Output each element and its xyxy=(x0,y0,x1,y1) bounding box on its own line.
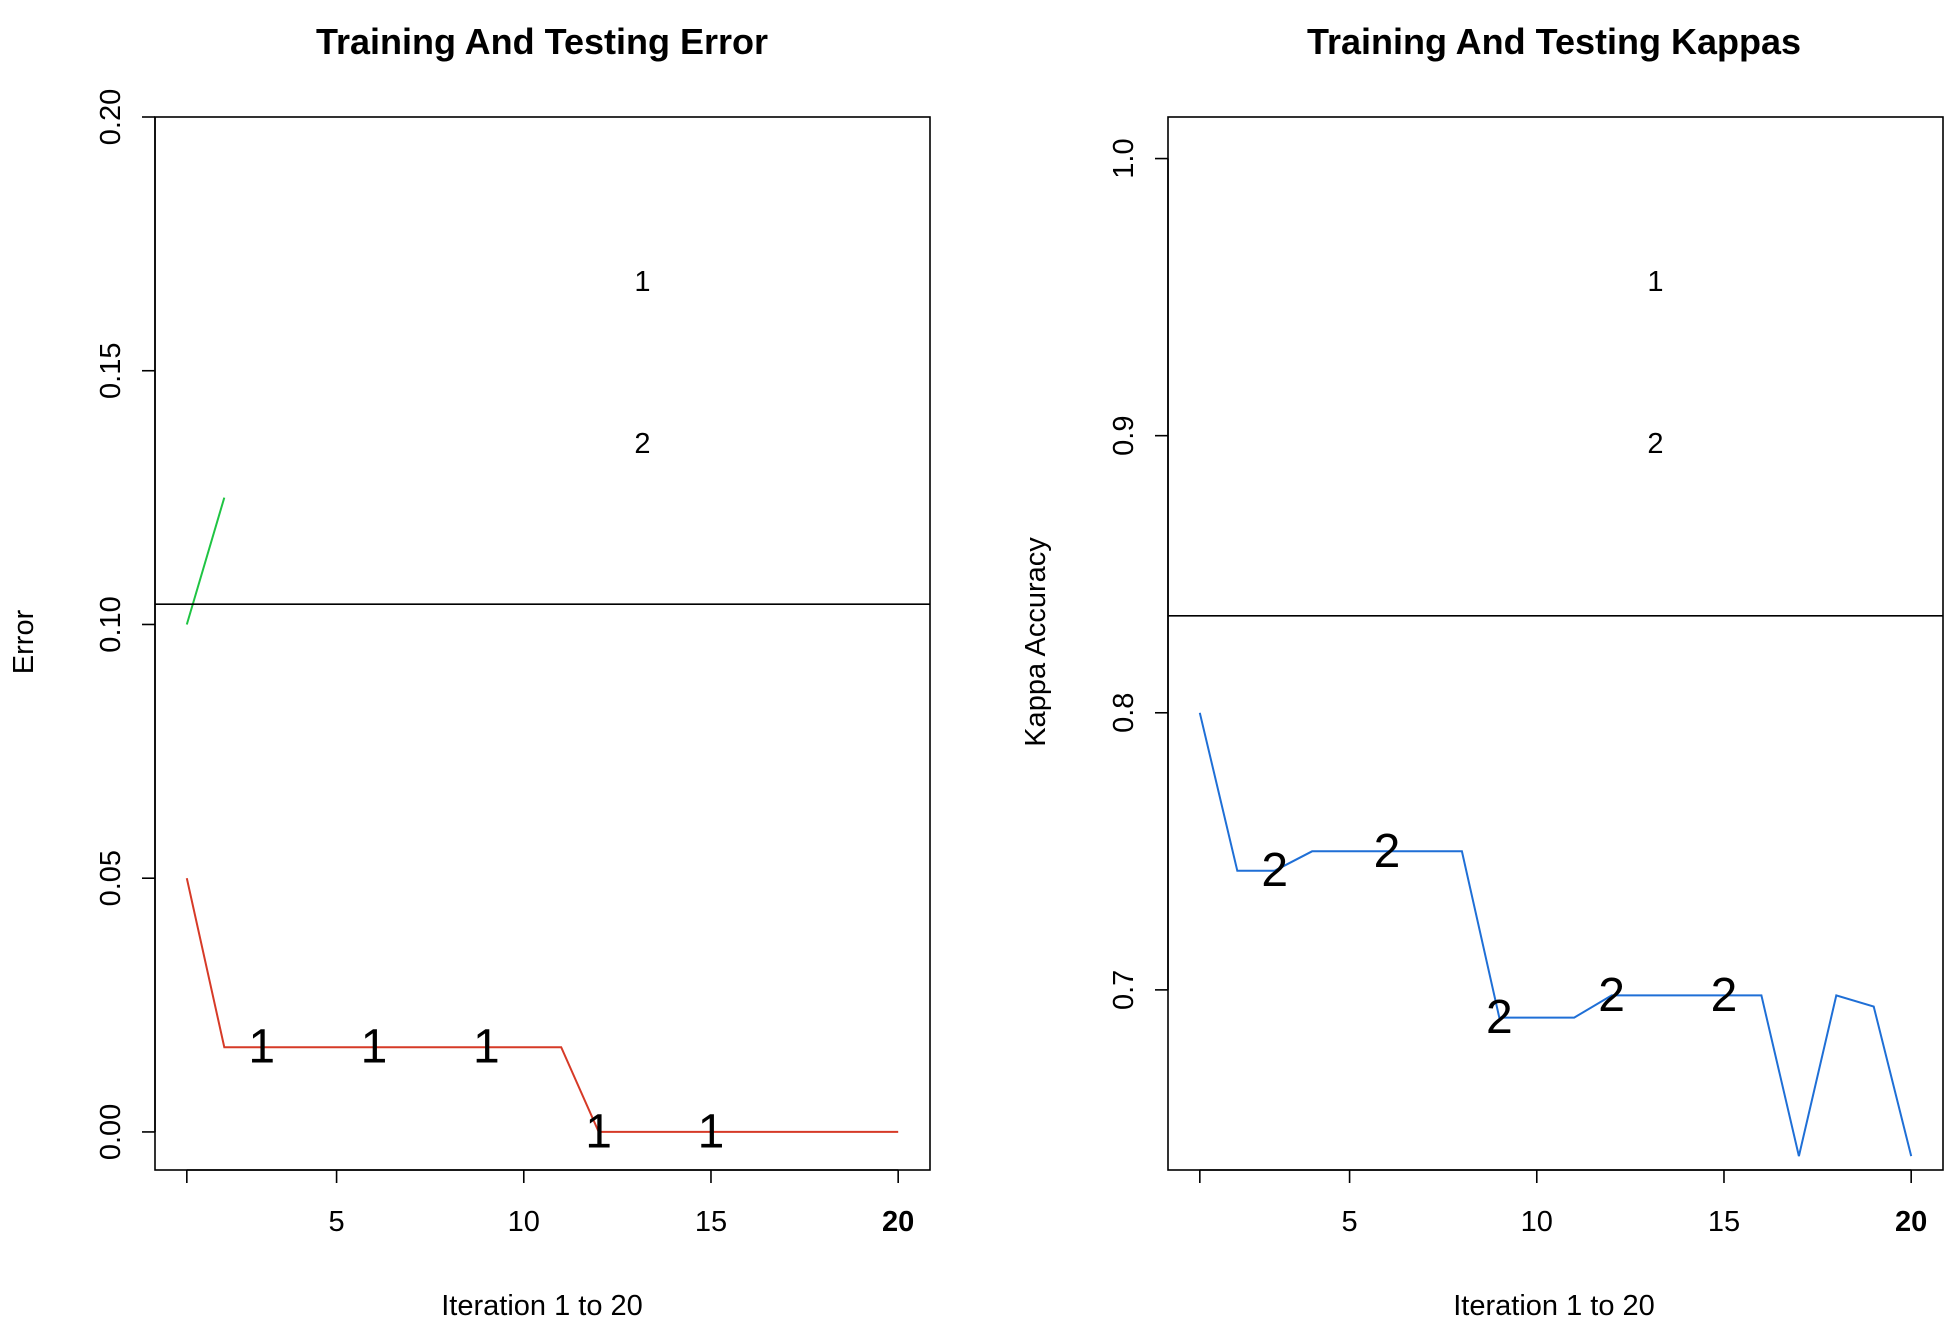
error-x-axis: 5 10 15 20 xyxy=(186,1169,914,1238)
error-chart-title: Training And Testing Error xyxy=(316,21,768,62)
kappa-x-tick-label: 10 xyxy=(1521,1206,1553,1238)
error-y-tick-label: 0.10 xyxy=(95,596,127,652)
kappa-series-marker: 2 xyxy=(1711,969,1738,1022)
error-y-tick-label: 0.05 xyxy=(95,850,127,906)
error-y-axis: 0.00 0.05 0.10 0.15 0.20 xyxy=(95,89,156,1160)
kappa-legend-entry: 2 xyxy=(1647,428,1663,460)
kappa-series-marker: 2 xyxy=(1261,844,1288,897)
kappa-series-marker: 2 xyxy=(1486,991,1513,1044)
error-y-axis-label: Error xyxy=(8,609,40,674)
kappa-x-tick-label: 15 xyxy=(1708,1206,1740,1238)
error-series-marker: 1 xyxy=(361,1021,388,1074)
kappa-y-tick-label: 1.0 xyxy=(1108,138,1140,178)
kappa-y-axis: 0.7 0.8 0.9 1.0 xyxy=(1108,138,1169,1010)
error-x-tick-label: 10 xyxy=(508,1206,540,1238)
kappa-series-marker: 2 xyxy=(1598,969,1625,1022)
error-x-tick-label: 15 xyxy=(695,1206,727,1238)
kappa-y-tick-label: 0.9 xyxy=(1108,416,1140,456)
kappa-panel: Training And Testing Kappas Iteration 1 … xyxy=(1020,21,1944,1322)
kappa-legend: 12 xyxy=(1168,266,1943,617)
kappa-series-line-1 xyxy=(1198,712,1913,1157)
error-series-marker: 1 xyxy=(698,1105,725,1158)
error-panel: Training And Testing Error Iteration 1 t… xyxy=(8,21,931,1322)
kappa-y-tick-label: 0.7 xyxy=(1108,970,1140,1010)
kappa-legend-entry: 1 xyxy=(1647,266,1663,298)
error-series-marker: 1 xyxy=(585,1105,612,1158)
error-series-marker: 1 xyxy=(248,1021,275,1074)
error-plot-frame xyxy=(154,116,931,1171)
error-series: 1 1 1 1 1 xyxy=(185,497,899,1158)
kappa-series-marker: 2 xyxy=(1374,825,1401,878)
error-y-tick-label: 0.20 xyxy=(95,89,127,145)
error-x-axis-label: Iteration 1 to 20 xyxy=(441,1290,643,1322)
kappa-y-tick-label: 0.8 xyxy=(1108,693,1140,733)
error-series-line-2 xyxy=(185,497,226,625)
kappa-plot-frame xyxy=(1167,116,1944,1171)
kappa-chart-title: Training And Testing Kappas xyxy=(1307,21,1801,62)
error-series-line-1 xyxy=(185,877,899,1133)
error-y-tick-label: 0.00 xyxy=(95,1104,127,1160)
kappa-x-tick-label: 20 xyxy=(1895,1206,1927,1238)
kappa-x-axis: 5 10 15 20 xyxy=(1199,1169,1927,1238)
kappa-y-axis-label: Kappa Accuracy xyxy=(1020,537,1052,747)
kappa-x-axis-label: Iteration 1 to 20 xyxy=(1453,1290,1655,1322)
error-y-tick-label: 0.15 xyxy=(95,343,127,399)
error-x-tick-label: 20 xyxy=(882,1206,914,1238)
error-legend-entry: 1 xyxy=(634,266,650,298)
error-series-marker: 1 xyxy=(473,1021,500,1074)
kappa-x-tick-label: 5 xyxy=(1342,1206,1358,1238)
kappa-series: 2 2 2 2 2 xyxy=(1198,712,1913,1157)
error-legend: 12 xyxy=(155,266,930,605)
error-x-tick-label: 5 xyxy=(329,1206,345,1238)
error-legend-entry: 2 xyxy=(634,428,650,460)
